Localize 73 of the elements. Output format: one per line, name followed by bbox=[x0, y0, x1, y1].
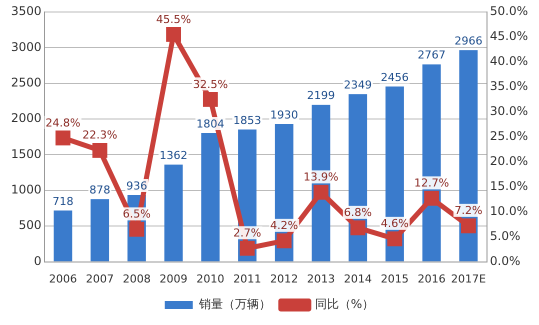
point bbox=[202, 92, 218, 107]
data-label: 4.6% bbox=[380, 217, 409, 230]
point bbox=[314, 184, 328, 200]
x-tick-label: 2016 bbox=[418, 272, 446, 286]
y-tick-label: 500 bbox=[18, 218, 42, 232]
y2-tick-label: 0.0% bbox=[490, 254, 520, 268]
y2-tick-label: 25.0% bbox=[490, 129, 528, 144]
data-label: 2199 bbox=[307, 89, 335, 102]
bar bbox=[54, 210, 72, 262]
y-tick-label: 0 bbox=[34, 254, 42, 268]
point bbox=[276, 233, 292, 248]
point bbox=[240, 240, 255, 256]
y-tick-label: 3500 bbox=[10, 4, 42, 18]
bar bbox=[201, 133, 220, 262]
point bbox=[350, 220, 366, 236]
data-label: 1930 bbox=[270, 108, 298, 122]
y2-tick-label: 10.0% bbox=[490, 204, 528, 218]
x-tick-label: 2013 bbox=[307, 272, 335, 286]
y2-tick-label: 30.0% bbox=[490, 104, 528, 118]
data-label: 6.5% bbox=[122, 208, 151, 221]
x-tick-label: 2010 bbox=[196, 272, 224, 286]
data-label: 12.7% bbox=[414, 176, 450, 190]
point bbox=[387, 231, 402, 246]
data-label: 2966 bbox=[454, 34, 482, 48]
x-tick-label: 2011 bbox=[233, 272, 262, 286]
legend-label: 同比（%） bbox=[314, 297, 374, 312]
data-label: 7.2% bbox=[454, 204, 482, 218]
y2-tick-label: 50.0% bbox=[490, 4, 528, 18]
data-label: 936 bbox=[126, 179, 148, 192]
data-label: 2349 bbox=[344, 78, 372, 92]
x-tick-label: 2006 bbox=[48, 272, 77, 286]
x-tick-label: 2015 bbox=[380, 272, 409, 286]
y-tick-label: 1500 bbox=[10, 146, 42, 161]
point bbox=[56, 130, 70, 146]
x-tick-label: 2008 bbox=[122, 272, 151, 286]
data-label: 22.3% bbox=[82, 128, 118, 142]
y-tick-label: 2000 bbox=[10, 111, 42, 126]
bar bbox=[90, 199, 110, 262]
y-tick-label: 2500 bbox=[10, 75, 42, 90]
x-tick-label: 2009 bbox=[160, 272, 188, 286]
y2-tick-label: 35.0% bbox=[490, 79, 528, 94]
y-tick-label: 1000 bbox=[10, 182, 42, 197]
data-label: 2767 bbox=[418, 48, 446, 62]
y2-tick-label: 40.0% bbox=[490, 54, 528, 68]
y2-tick-label: 45.0% bbox=[490, 29, 528, 44]
data-label: 32.5% bbox=[192, 78, 228, 91]
x-tick-label: 2012 bbox=[270, 272, 298, 286]
x-tick-label: 2007 bbox=[86, 272, 114, 286]
y2-tick-label: 20.0% bbox=[490, 154, 528, 168]
data-label: 45.5% bbox=[156, 12, 192, 26]
data-label: 13.9% bbox=[304, 170, 338, 184]
bar bbox=[164, 164, 183, 262]
data-label: 878 bbox=[89, 183, 110, 196]
data-label: 6.8% bbox=[344, 206, 372, 220]
data-label: 24.8% bbox=[45, 116, 80, 130]
data-label: 718 bbox=[52, 194, 74, 208]
data-label: 1362 bbox=[160, 148, 188, 162]
y-tick-label: 3000 bbox=[10, 40, 42, 54]
x-tick-label: 2014 bbox=[344, 272, 372, 286]
data-label: 2.7% bbox=[233, 226, 262, 240]
point bbox=[92, 142, 108, 158]
point bbox=[166, 27, 182, 42]
data-label: 2456 bbox=[380, 70, 409, 84]
y2-tick-label: 5.0% bbox=[490, 228, 520, 243]
data-label: 1804 bbox=[196, 117, 224, 130]
x-tick-label: 2017E bbox=[450, 272, 486, 286]
data-label: 1853 bbox=[233, 114, 262, 127]
y2-tick-label: 15.0% bbox=[490, 178, 528, 193]
legend-label: 销量（万辆） bbox=[198, 297, 271, 312]
point bbox=[461, 218, 476, 234]
point bbox=[424, 190, 440, 206]
point bbox=[129, 222, 144, 237]
data-label: 4.2% bbox=[270, 219, 298, 232]
